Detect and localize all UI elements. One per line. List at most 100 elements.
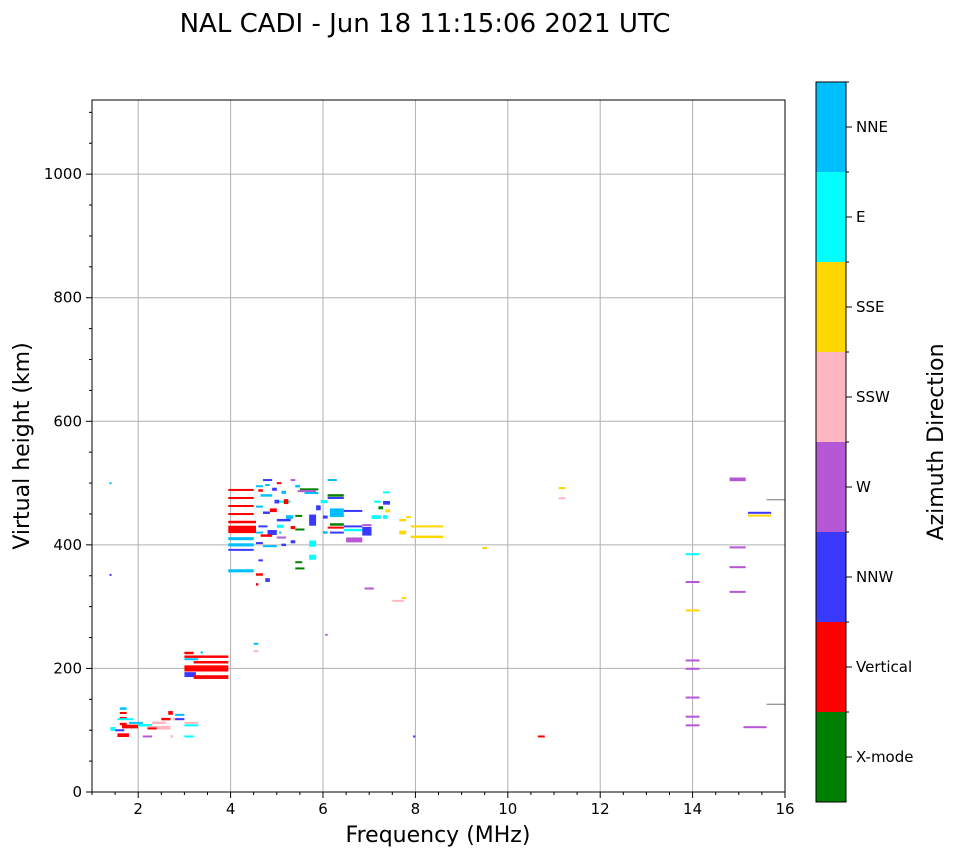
echo-segment-w [685, 659, 700, 662]
colorbar-label: Azimuth Direction [924, 343, 949, 540]
echo-segment-e [184, 735, 194, 738]
chart-title: NAL CADI - Jun 18 11:15:06 2021 UTC [180, 9, 671, 39]
echo-segment-vertical [228, 505, 254, 508]
echo-segment-w [685, 724, 700, 727]
echo-segment-nne [253, 642, 259, 645]
echo-segment-ssw [184, 721, 199, 724]
echo-segment-x-mode [295, 561, 303, 564]
echo-segment-w [729, 566, 746, 569]
echo-segment-vertical [193, 661, 229, 664]
echo-segment-nne [304, 492, 319, 495]
echo-segment-x-mode [295, 528, 305, 531]
echo-segment-nnw [265, 578, 270, 582]
y-tick-label: 800 [53, 289, 82, 307]
echo-segment-sse [558, 487, 566, 490]
echo-segment-w [297, 490, 317, 493]
echo-segment-nnw [258, 525, 268, 528]
echo-segment-nnw [274, 499, 280, 504]
x-tick-label: 8 [411, 800, 421, 818]
echo-segment-nnw [327, 496, 344, 499]
echo-segment-e [276, 524, 284, 528]
echo-segment-e [276, 500, 291, 503]
echo-segment-x-mode [299, 488, 319, 491]
echo-segment-nnw [323, 515, 328, 519]
echo-segment-nnw [362, 526, 372, 536]
echo-segment-sse [685, 609, 700, 612]
echo-segment-e [110, 727, 116, 731]
echo-segment-nnw [343, 509, 363, 512]
echo-segment-nne [256, 485, 263, 488]
colorbar-swatch-nnw [816, 532, 846, 622]
echo-segment-nnw [309, 514, 317, 526]
y-tick-label: 1000 [44, 165, 82, 183]
echo-segment-nnw [184, 672, 196, 678]
echo-segment-nnw [267, 530, 277, 535]
echo-segment-nnw [256, 542, 263, 545]
colorbar-label-nnw: NNW [856, 568, 893, 586]
echo-segment-e [117, 718, 134, 721]
echo-segment-e [373, 500, 381, 503]
x-tick-label: 16 [775, 800, 794, 818]
echo-segment-sse [410, 535, 444, 539]
echo-segment-vertical [258, 489, 263, 492]
data-marks [109, 477, 785, 738]
echo-segment-sse [406, 516, 411, 519]
echo-segment-w [685, 696, 700, 699]
colorbar-frame [815, 81, 847, 803]
echo-segment-w [362, 524, 372, 527]
echo-segment-vertical [184, 655, 229, 658]
echo-segment-vertical [228, 496, 254, 499]
echo-segment-vertical [122, 724, 139, 729]
colorbar-swatch-sse [816, 262, 846, 352]
echo-segment-e [685, 553, 700, 556]
echo-segment-nne [260, 494, 273, 497]
echo-segment-e [309, 540, 317, 547]
colorbar: X-mode Vertical NNW W SSW SSE E NNE [815, 81, 913, 803]
echo-segment-w [142, 735, 153, 738]
echo-segment-x-mode [295, 567, 305, 570]
echo-segment-vertical [119, 716, 127, 719]
echo-segment-vertical [327, 526, 344, 529]
echo-segment-nne [256, 505, 263, 508]
echo-segment-vertical [290, 526, 296, 530]
echo-segment-vertical [260, 534, 273, 537]
colorbar-label-nne: NNE [856, 118, 888, 136]
colorbar-swatch-vertical [816, 622, 846, 712]
echo-segment-sse [482, 547, 488, 550]
plot-frame [91, 99, 786, 793]
echo-segment-e [184, 724, 199, 727]
echo-segment-nne [256, 531, 263, 534]
echo-segment-w [325, 633, 328, 636]
echo-segment-w [729, 477, 746, 482]
echo-segment-w [729, 546, 746, 549]
echo-segment-vertical [117, 733, 129, 738]
echo-segment-nnw [272, 487, 277, 491]
echo-segment-nnw [343, 525, 363, 528]
echo-segment-w [685, 581, 700, 584]
colorbar-label-e: E [856, 208, 865, 226]
echo-segment-vertical [537, 735, 545, 738]
echo-segment-ssw [253, 650, 259, 653]
echo-segment-nnw [262, 479, 273, 482]
echo-segment-ssw [147, 725, 171, 730]
echo-segment-nne [228, 569, 254, 573]
echo-segment-sse [399, 530, 407, 535]
echo-segment-vertical [228, 488, 254, 491]
echo-segment-e [343, 528, 363, 532]
echo-segment-ssw [558, 497, 566, 500]
colorbar-swatch-w [816, 442, 846, 532]
echo-segment-vertical [228, 520, 257, 524]
echo-segment-nne [262, 545, 277, 548]
echo-segment-nne [279, 531, 282, 534]
colorbar-swatch-e [816, 172, 846, 262]
echo-segment-nne [109, 482, 112, 485]
echo-segment-nne [286, 515, 293, 519]
y-tick-label: 0 [72, 783, 82, 801]
echo-segment-w [276, 536, 287, 539]
echo-segment-x-mode [329, 523, 344, 526]
y-tick-label: 600 [53, 412, 82, 430]
echo-segment-sse [748, 514, 772, 517]
y-axis-label: Virtual height (km) [10, 342, 35, 549]
grid-lines [92, 100, 786, 793]
x-tick-label: 10 [498, 800, 517, 818]
